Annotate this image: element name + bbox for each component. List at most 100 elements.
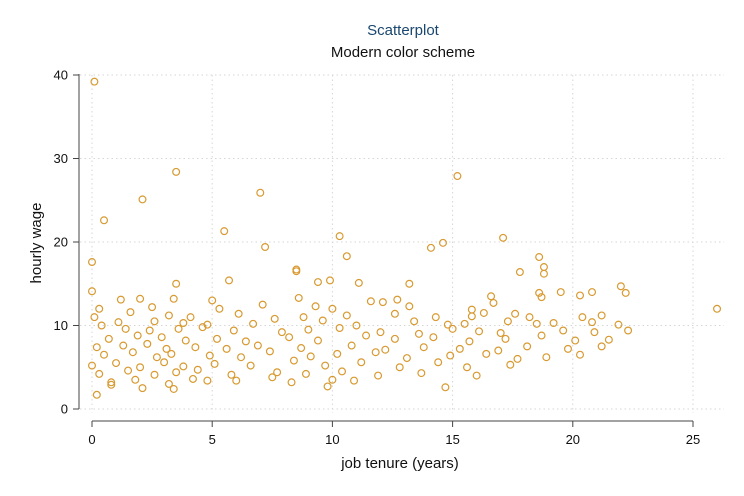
data-point (229, 326, 238, 335)
data-point (513, 354, 522, 363)
data-point (539, 269, 548, 278)
data-point (614, 320, 623, 329)
data-point (294, 293, 303, 302)
data-point (590, 328, 599, 337)
y-tick-label: 40 (54, 68, 68, 83)
chart-subtitle: Modern color scheme (331, 44, 475, 61)
data-point (145, 326, 154, 335)
data-point (465, 337, 474, 346)
data-point (441, 383, 450, 392)
data-point (713, 304, 722, 313)
data-point (494, 346, 503, 355)
data-point (210, 359, 219, 368)
data-point (429, 333, 438, 342)
data-point (133, 331, 142, 340)
data-point (405, 302, 414, 311)
data-point (222, 344, 231, 353)
data-point (390, 334, 399, 343)
data-point (292, 267, 301, 276)
data-point (107, 380, 116, 389)
data-point (261, 243, 270, 252)
data-point (157, 333, 166, 342)
data-point (270, 314, 279, 323)
data-point (482, 349, 491, 358)
data-point (138, 384, 147, 393)
data-point (318, 316, 327, 325)
data-point (460, 319, 469, 328)
data-point (220, 227, 229, 236)
data-point (136, 363, 145, 372)
data-point (395, 363, 404, 372)
data-point (148, 303, 157, 312)
data-point (143, 339, 152, 348)
data-point (169, 294, 178, 303)
x-tick-label: 20 (566, 432, 580, 447)
data-point (525, 313, 534, 322)
data-point (92, 390, 101, 399)
data-point (186, 313, 195, 322)
y-tick-label: 30 (54, 151, 68, 166)
x-ticks: 0 5 10 15 20 25 (88, 421, 700, 447)
data-point (347, 341, 356, 350)
data-point (208, 296, 217, 305)
data-point (87, 361, 96, 370)
data-point (597, 342, 606, 351)
data-point (258, 300, 267, 309)
data-point (164, 311, 173, 320)
data-point (179, 318, 188, 327)
data-point (232, 376, 241, 385)
data-point (374, 371, 383, 380)
data-point (588, 318, 597, 327)
data-point (453, 172, 462, 181)
chart-title: Scatterplot (367, 22, 440, 39)
data-point (179, 362, 188, 371)
data-point (472, 371, 481, 380)
data-point (203, 376, 212, 385)
data-point (393, 295, 402, 304)
data-point (511, 309, 520, 318)
data-point (624, 326, 633, 335)
data-point (576, 291, 585, 300)
data-point (92, 343, 101, 352)
data-point (107, 378, 116, 387)
data-point (253, 341, 262, 350)
data-point (203, 320, 212, 329)
data-point (304, 325, 313, 334)
data-point (362, 331, 371, 340)
data-point (277, 328, 286, 337)
data-point (136, 294, 145, 303)
data-point (503, 317, 512, 326)
data-point (357, 358, 366, 367)
data-point (311, 302, 320, 311)
data-point (100, 216, 109, 225)
data-point (479, 308, 488, 317)
data-point (273, 368, 282, 377)
data-point (535, 253, 544, 262)
data-point (559, 326, 568, 335)
data-point (174, 324, 183, 333)
data-point (289, 356, 298, 365)
data-point (455, 344, 464, 353)
data-point (90, 313, 99, 322)
data-point (475, 327, 484, 336)
data-point (571, 336, 580, 345)
y-tick-label: 20 (54, 235, 68, 250)
data-point (506, 360, 515, 369)
data-point (563, 344, 572, 353)
data-point (87, 258, 96, 267)
data-point (306, 352, 315, 361)
data-point (443, 320, 452, 329)
data-point (160, 358, 169, 367)
data-point (167, 349, 176, 358)
data-point (438, 238, 447, 247)
data-point (100, 350, 109, 359)
data-point (124, 366, 133, 375)
data-point (325, 276, 334, 285)
data-point (539, 263, 548, 272)
x-tick-label: 15 (445, 432, 459, 447)
data-point (499, 233, 508, 242)
y-ticks: 0 10 20 30 40 (54, 68, 79, 417)
data-point (489, 298, 498, 307)
x-tick-label: 0 (88, 432, 95, 447)
